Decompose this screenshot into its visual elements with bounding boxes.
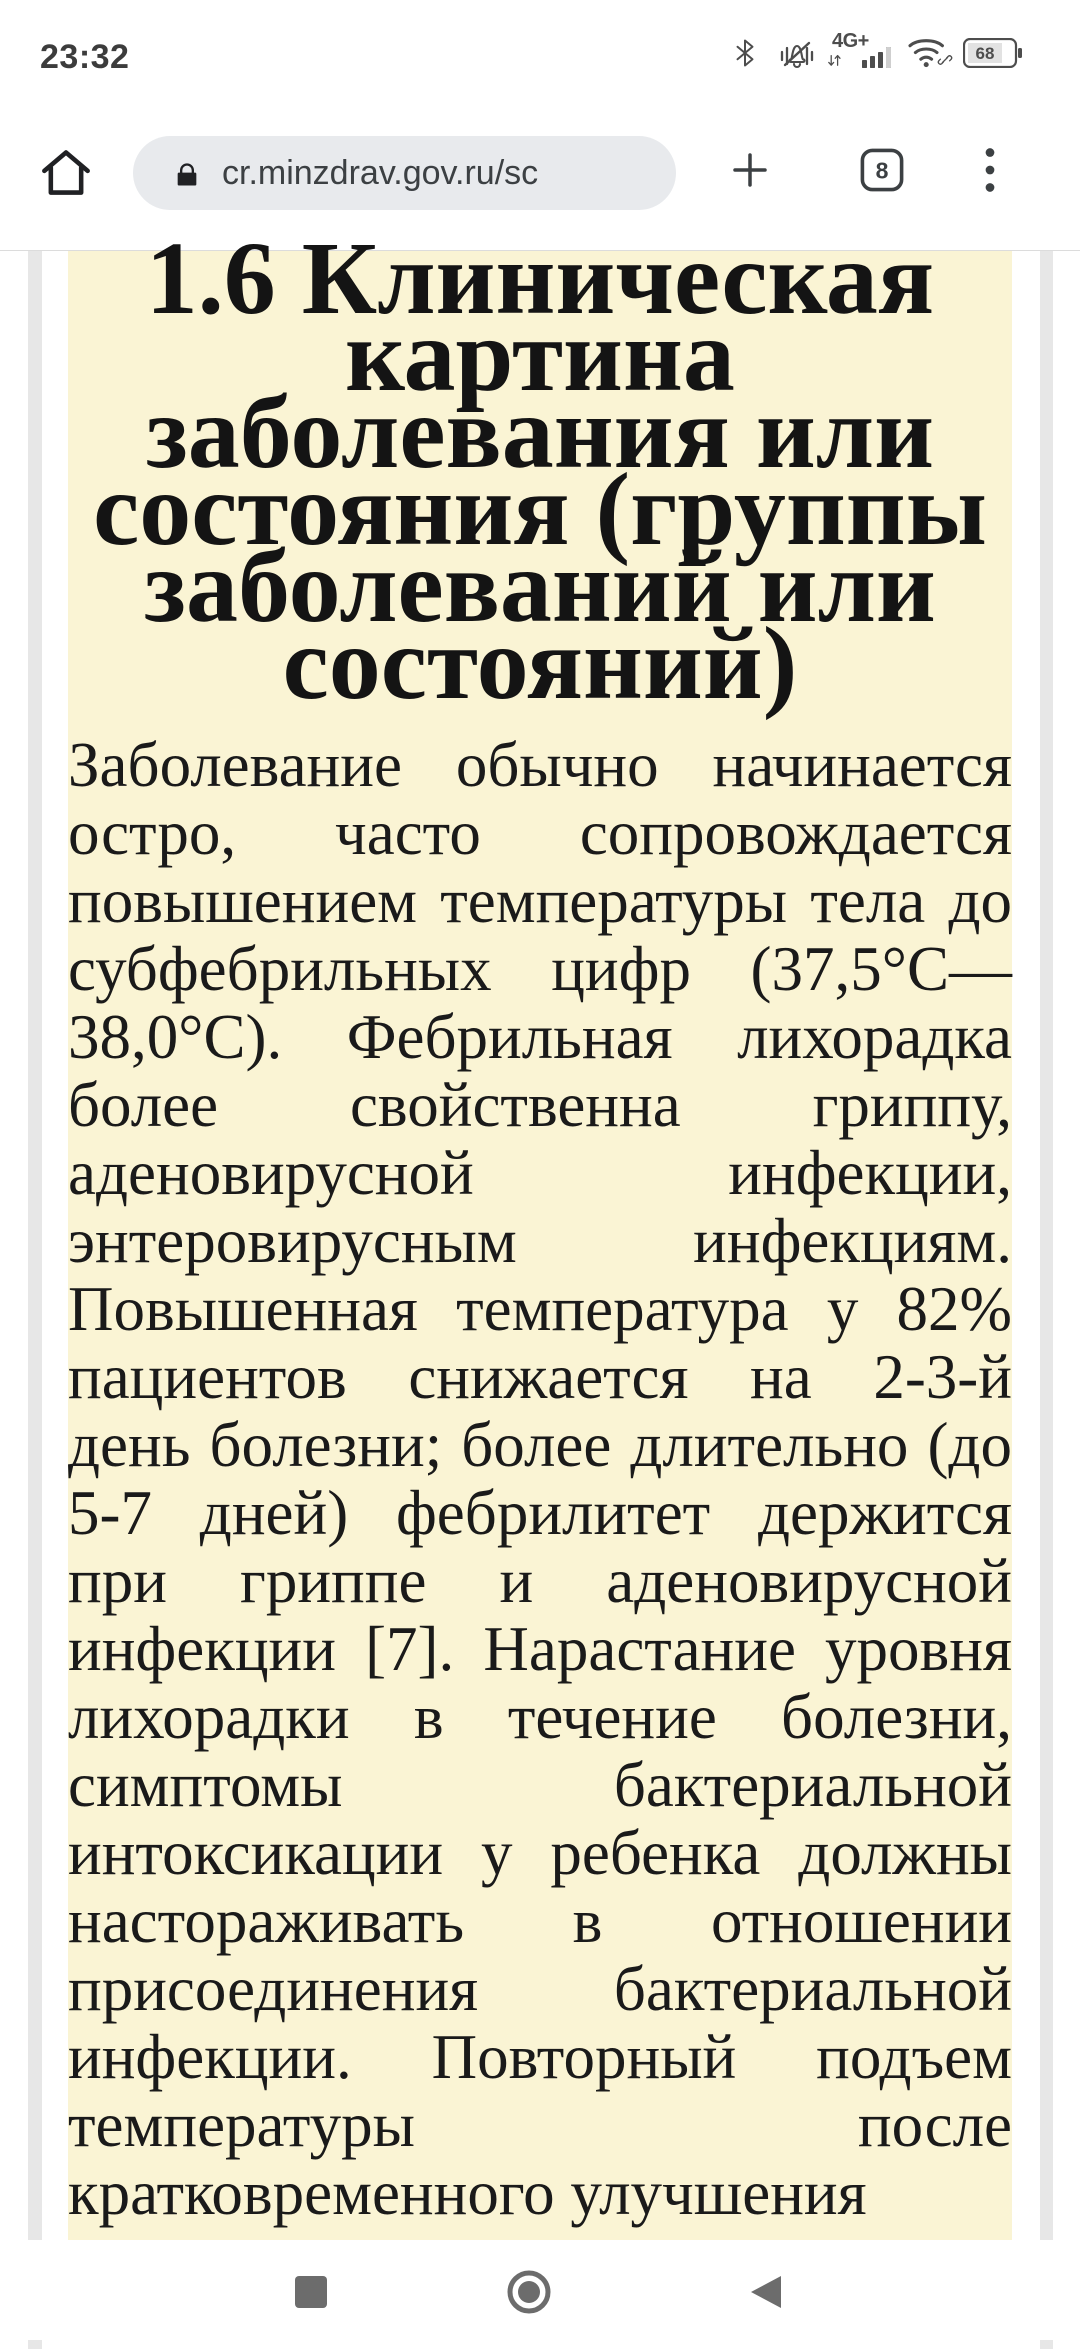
svg-text:68: 68	[976, 44, 995, 63]
svg-text:8: 8	[876, 158, 889, 184]
